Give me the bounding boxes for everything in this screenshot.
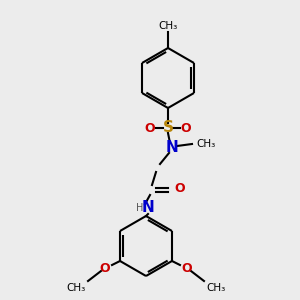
Text: O: O [181, 122, 191, 134]
Text: CH₃: CH₃ [67, 283, 86, 293]
Text: S: S [163, 121, 173, 136]
Text: H: H [136, 203, 144, 213]
Text: O: O [145, 122, 155, 134]
Text: CH₃: CH₃ [158, 21, 178, 31]
Text: O: O [182, 262, 192, 275]
Text: CH₃: CH₃ [196, 139, 215, 149]
Text: CH₃: CH₃ [206, 283, 225, 293]
Text: N: N [142, 200, 154, 215]
Text: N: N [166, 140, 178, 155]
Text: O: O [100, 262, 110, 275]
Text: O: O [174, 182, 184, 196]
